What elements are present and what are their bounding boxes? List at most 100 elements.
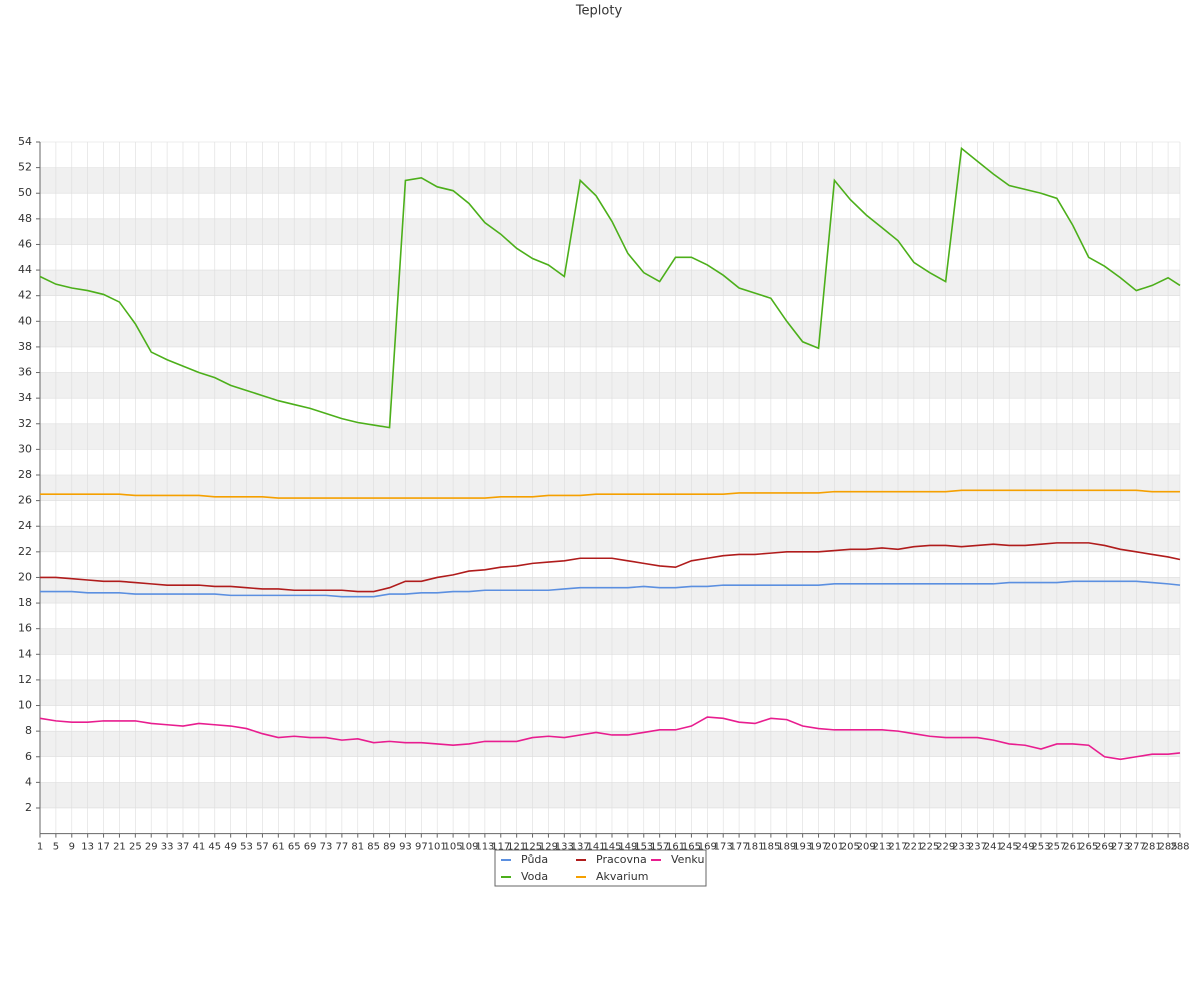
y-tick-label: 28 xyxy=(18,468,32,481)
x-tick-label: 133 xyxy=(555,842,574,853)
grid-band xyxy=(40,577,1180,604)
x-tick-label: 97 xyxy=(415,842,428,853)
y-tick-label: 8 xyxy=(25,724,32,737)
y-tick-label: 30 xyxy=(18,442,32,455)
y-tick-label: 22 xyxy=(18,545,32,558)
x-tick-label: 181 xyxy=(745,842,764,853)
x-tick-label: 21 xyxy=(113,842,126,853)
x-tick-label: 185 xyxy=(761,842,780,853)
x-tick-label: 121 xyxy=(507,842,526,853)
y-tick-label: 32 xyxy=(18,417,32,430)
x-tick-label: 101 xyxy=(428,842,447,853)
series-line xyxy=(40,542,1181,593)
x-tick-label: 93 xyxy=(399,842,412,853)
grid-band xyxy=(40,321,1180,347)
y-tick-label: 54 xyxy=(18,135,32,148)
grid-band xyxy=(40,628,1180,655)
x-tick-label: 17 xyxy=(97,842,110,853)
y-tick-label: 52 xyxy=(18,161,32,174)
x-tick-label: 245 xyxy=(1000,842,1019,853)
y-tick-label: 14 xyxy=(18,647,32,660)
x-tick-label: 29 xyxy=(145,842,158,853)
grid-band xyxy=(40,270,1180,296)
x-tick-label: 169 xyxy=(698,842,717,853)
x-tick-label: 281 xyxy=(1143,842,1162,853)
x-tick-label: 273 xyxy=(1111,842,1130,853)
x-tick-label: 85 xyxy=(367,842,380,853)
x-tick-label: 89 xyxy=(383,842,396,853)
x-tick-label: 113 xyxy=(475,842,494,853)
y-tick-label: 18 xyxy=(18,596,32,609)
x-tick-label: 157 xyxy=(650,842,669,853)
y-tick-label: 40 xyxy=(18,314,32,327)
x-tick-label: 153 xyxy=(634,842,653,853)
grid-band xyxy=(40,423,1180,450)
x-tick-label: 225 xyxy=(920,842,939,853)
x-tick-label: 201 xyxy=(825,842,844,853)
x-tick-label: 125 xyxy=(523,842,542,853)
y-tick-label: 10 xyxy=(18,699,32,712)
x-tick-label: 57 xyxy=(256,842,269,853)
x-tick-label: 253 xyxy=(1031,842,1050,853)
x-tick-label: 285 xyxy=(1159,842,1178,853)
x-tick-label: 129 xyxy=(539,842,558,853)
x-tick-label: 37 xyxy=(177,842,190,853)
chart-title: Teploty xyxy=(575,4,623,19)
x-tick-label: 117 xyxy=(491,842,510,853)
x-tick-label: 41 xyxy=(193,842,206,853)
x-tick-label: 109 xyxy=(459,842,478,853)
y-tick-label: 34 xyxy=(18,391,32,404)
series-line xyxy=(39,146,1181,429)
legend-label: Pracovna xyxy=(596,853,647,866)
y-tick-label: 36 xyxy=(18,366,32,379)
x-tick-label: 145 xyxy=(602,842,621,853)
x-tick-label: 217 xyxy=(888,842,907,853)
x-tick-label: 161 xyxy=(666,842,685,853)
y-tick-label: 16 xyxy=(18,622,32,635)
x-tick-label: 61 xyxy=(272,842,285,853)
x-tick-label: 277 xyxy=(1127,842,1146,853)
x-tick-label: 13 xyxy=(81,842,94,853)
y-tick-label: 48 xyxy=(18,212,32,225)
y-tick-label: 24 xyxy=(18,519,32,532)
x-tick-label: 193 xyxy=(793,842,812,853)
y-tick-label: 38 xyxy=(18,340,32,353)
x-tick-label: 221 xyxy=(904,842,923,853)
x-tick-label: 5 xyxy=(53,842,59,853)
x-tick-label: 33 xyxy=(161,842,174,853)
grid-band xyxy=(40,218,1180,245)
x-tick-label: 65 xyxy=(288,842,301,853)
y-tick-label: 12 xyxy=(18,673,32,686)
x-tick-label: 1 xyxy=(37,842,43,853)
legend-label: Venku xyxy=(671,853,704,866)
x-tick-label: 249 xyxy=(1016,842,1035,853)
y-tick-label: 50 xyxy=(18,186,32,199)
x-tick-label: 177 xyxy=(730,842,749,853)
x-tick-label: 173 xyxy=(714,842,733,853)
x-tick-label: 229 xyxy=(936,842,955,853)
x-tick-label: 9 xyxy=(69,842,75,853)
x-tick-label: 265 xyxy=(1079,842,1098,853)
x-tick-label: 53 xyxy=(240,842,253,853)
x-tick-label: 205 xyxy=(841,842,860,853)
x-tick-label: 69 xyxy=(304,842,317,853)
x-tick-label: 257 xyxy=(1047,842,1066,853)
x-tick-label: 73 xyxy=(320,842,333,853)
y-tick-label: 46 xyxy=(18,237,32,250)
y-tick-label: 20 xyxy=(18,570,32,583)
x-tick-label: 49 xyxy=(224,842,237,853)
x-tick-label: 197 xyxy=(809,842,828,853)
x-tick-label: 189 xyxy=(777,842,796,853)
series-line xyxy=(40,489,1180,499)
legend-label: Akvarium xyxy=(596,870,648,883)
legend-label: Půda xyxy=(521,853,548,866)
x-tick-label: 25 xyxy=(129,842,142,853)
y-tick-label: 26 xyxy=(18,494,32,507)
legend-label: Voda xyxy=(521,870,548,883)
y-tick-label: 44 xyxy=(18,263,32,276)
x-tick-label: 105 xyxy=(444,842,463,853)
x-tick-label: 77 xyxy=(336,842,349,853)
x-tick-label: 241 xyxy=(984,842,1003,853)
x-tick-label: 45 xyxy=(208,842,221,853)
x-tick-label: 261 xyxy=(1063,842,1082,853)
